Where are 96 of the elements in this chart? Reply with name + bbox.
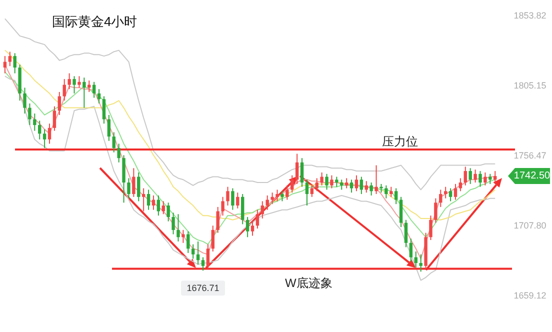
candlestick <box>28 102 32 126</box>
candlestick <box>191 244 195 260</box>
candlestick <box>300 158 304 188</box>
candlestick <box>211 225 214 252</box>
candlestick <box>390 186 393 198</box>
candlestick <box>78 76 81 88</box>
candlestick <box>374 164 378 195</box>
candlestick <box>186 230 190 254</box>
candlestick <box>68 72 71 90</box>
candlestick <box>38 120 42 140</box>
candlestick <box>117 143 120 163</box>
candlestick <box>132 168 136 198</box>
candlestick <box>58 91 62 116</box>
candlestick <box>350 179 354 194</box>
y-tick-label: 1707.80 <box>514 220 546 230</box>
candlestick <box>468 168 472 184</box>
ref-line-label: W底迹象 <box>285 276 332 290</box>
candlestick <box>142 188 146 212</box>
candlestick <box>256 209 260 230</box>
candlestick <box>48 123 52 144</box>
candlestick <box>404 219 408 248</box>
candlestick <box>182 229 185 244</box>
candlestick <box>92 81 96 98</box>
candlestick <box>221 196 224 216</box>
candlestick <box>484 172 487 186</box>
annotation: 1676.71 <box>186 282 220 293</box>
candlestick <box>429 215 432 241</box>
candlestick <box>260 200 264 219</box>
candlestick <box>23 87 26 114</box>
candlestick <box>276 189 279 202</box>
candlestick <box>82 77 86 108</box>
y-tick-label: 1853.82 <box>514 10 546 20</box>
candlestick <box>112 132 116 153</box>
candlestick <box>330 174 334 189</box>
candlestick <box>13 52 16 74</box>
candlestick <box>166 202 170 222</box>
candlestick <box>176 214 180 242</box>
candlestick <box>394 188 398 205</box>
text: 1742.50 <box>514 170 551 182</box>
candlestick <box>231 188 234 210</box>
candlestick <box>172 212 175 235</box>
candlestick <box>384 184 388 199</box>
candlestick <box>464 166 467 186</box>
candlestick <box>226 186 230 206</box>
candlestick <box>33 113 36 132</box>
candlestick <box>320 172 324 186</box>
candlestick <box>325 173 328 190</box>
candlestick <box>354 174 358 192</box>
candlestick <box>156 194 160 216</box>
candlestick <box>370 182 373 196</box>
candlestick <box>206 244 210 270</box>
candlestick <box>305 179 309 206</box>
candlestick <box>286 184 289 200</box>
candlestick <box>127 178 130 199</box>
candlestick <box>137 172 140 202</box>
candlestick <box>360 176 364 195</box>
candlestick <box>478 170 482 188</box>
candlestick <box>494 170 497 184</box>
candlestick <box>72 76 76 94</box>
candlestick <box>250 220 254 236</box>
ref-line-label: 压力位 <box>382 134 418 148</box>
candlestick <box>146 189 150 210</box>
candlestick <box>52 106 56 132</box>
candlestick <box>42 128 46 149</box>
candlestick <box>216 206 220 234</box>
candlestick <box>270 192 274 205</box>
candlestick <box>201 256 205 272</box>
candlestick <box>162 200 165 215</box>
candlestick <box>280 190 284 202</box>
candlestick <box>315 178 318 192</box>
y-tick-label: 1805.15 <box>514 80 546 90</box>
candlestick <box>344 178 348 189</box>
candlestick <box>107 114 111 142</box>
candlestick <box>399 196 403 228</box>
candlestick <box>102 96 106 124</box>
candlestick <box>335 176 338 188</box>
candlestick <box>340 179 344 190</box>
candlestick <box>295 153 299 184</box>
candlestick <box>236 192 240 209</box>
candlestick <box>474 169 477 184</box>
candlestick <box>434 198 438 224</box>
candlestick <box>246 216 250 238</box>
candlestick <box>419 254 422 272</box>
candlestick <box>62 78 66 102</box>
y-tick-label: 1659.12 <box>514 290 546 300</box>
candlestick <box>454 183 458 200</box>
y-tick-label: 1756.47 <box>514 150 546 160</box>
candlestick <box>439 189 442 208</box>
candlestick <box>458 178 462 192</box>
candlestick <box>409 238 413 262</box>
candlestick <box>290 174 294 194</box>
candlestick <box>241 194 244 225</box>
candlestick <box>8 51 12 67</box>
text: 国际黄金4小时 <box>52 14 138 29</box>
candlestick <box>444 186 448 199</box>
candlestick <box>448 188 452 202</box>
